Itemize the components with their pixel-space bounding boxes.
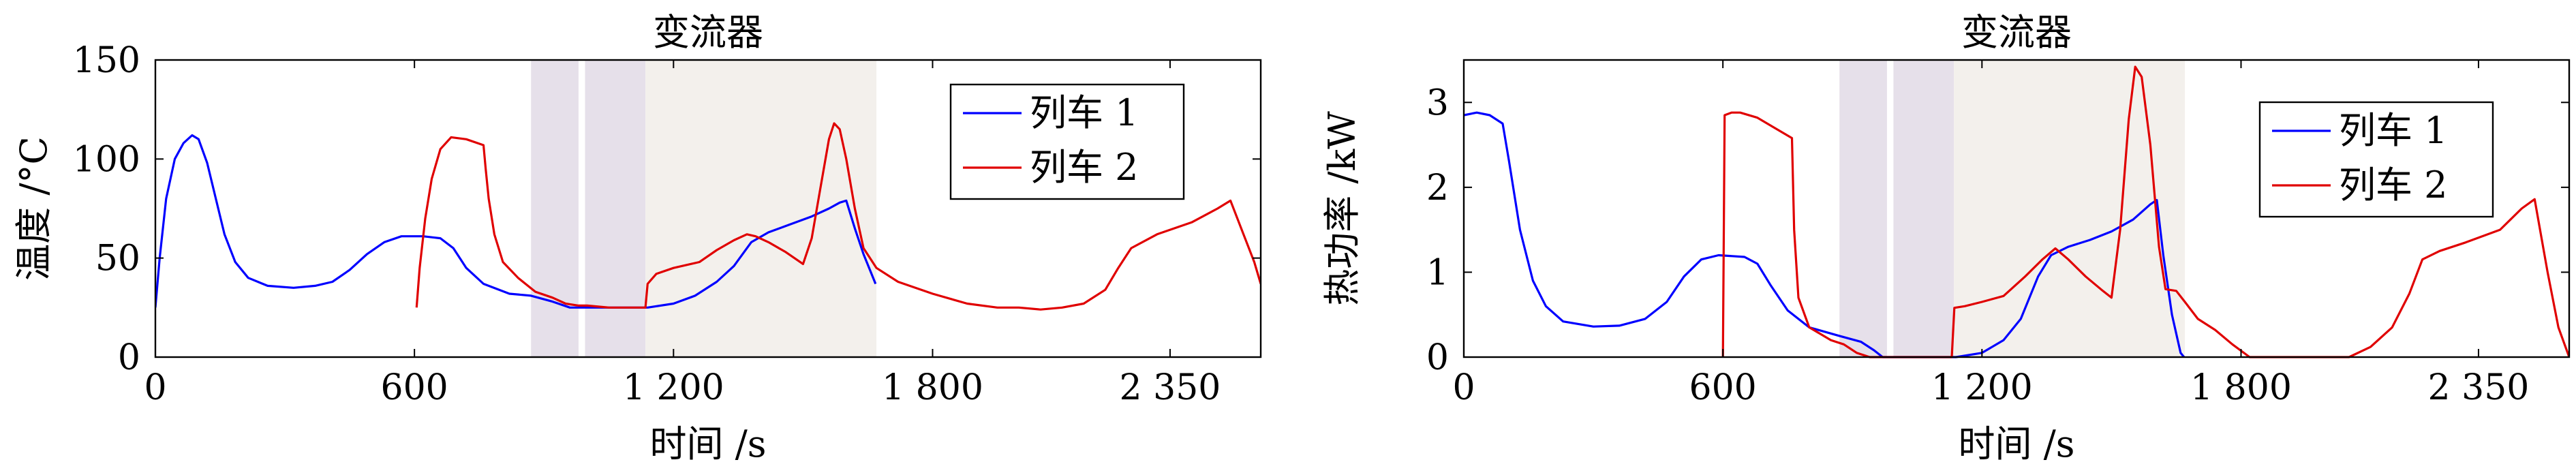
shaded-region-3 [645, 60, 877, 357]
y-tick-label: 150 [73, 40, 140, 81]
series-line-2 [1721, 65, 2569, 358]
series-line-2 [415, 122, 1261, 311]
legend-box [949, 83, 1185, 200]
y-axis-label: 温度 /°C [12, 136, 55, 281]
x-tick-label: 1 800 [2190, 367, 2292, 408]
x-axis-label: 时间 /s [1958, 423, 2074, 465]
shaded-region-1 [1839, 60, 1887, 357]
x-tick-label: 1 200 [1931, 367, 2033, 408]
x-tick-label: 600 [1689, 367, 1757, 408]
x-tick-label: 0 [1452, 367, 1475, 408]
x-tick-label: 600 [381, 367, 448, 408]
y-tick-label: 2 [1426, 168, 1449, 209]
shaded-region-2 [1893, 60, 1954, 357]
x-tick-label: 2 350 [1120, 367, 1221, 408]
x-tick-label: 1 200 [623, 367, 724, 408]
series-line-1 [1464, 111, 2186, 358]
y-tick-label: 50 [95, 239, 140, 279]
shaded-region-3 [1954, 60, 2186, 357]
shaded-region-1 [531, 60, 579, 357]
x-tick-label: 0 [144, 367, 166, 408]
chart-title: 变流器 [653, 11, 763, 54]
legend-label-2: 列车 2 [2339, 164, 2448, 206]
legend-label-2: 列车 2 [1030, 146, 1139, 189]
x-tick-label: 1 800 [882, 367, 983, 408]
x-tick-label: 2 350 [2428, 367, 2530, 408]
y-tick-label: 3 [1426, 82, 1449, 123]
y-tick-label: 0 [1426, 337, 1449, 378]
y-axis-label: 热功率 /kW [1321, 111, 1364, 306]
shaded-region-2 [585, 60, 646, 357]
legend-label-1: 列车 1 [2339, 109, 2448, 152]
series-line-1 [155, 134, 877, 309]
axes-frame [1462, 59, 2571, 358]
y-tick-label: 1 [1426, 252, 1449, 293]
chart-title: 变流器 [1961, 11, 2072, 54]
y-tick-label: 0 [118, 337, 140, 378]
legend-box [2258, 101, 2494, 218]
legend-label-1: 列车 1 [1030, 91, 1139, 134]
axes-frame [154, 59, 1262, 358]
x-axis-label: 时间 /s [649, 423, 766, 465]
y-tick-label: 100 [73, 139, 140, 180]
